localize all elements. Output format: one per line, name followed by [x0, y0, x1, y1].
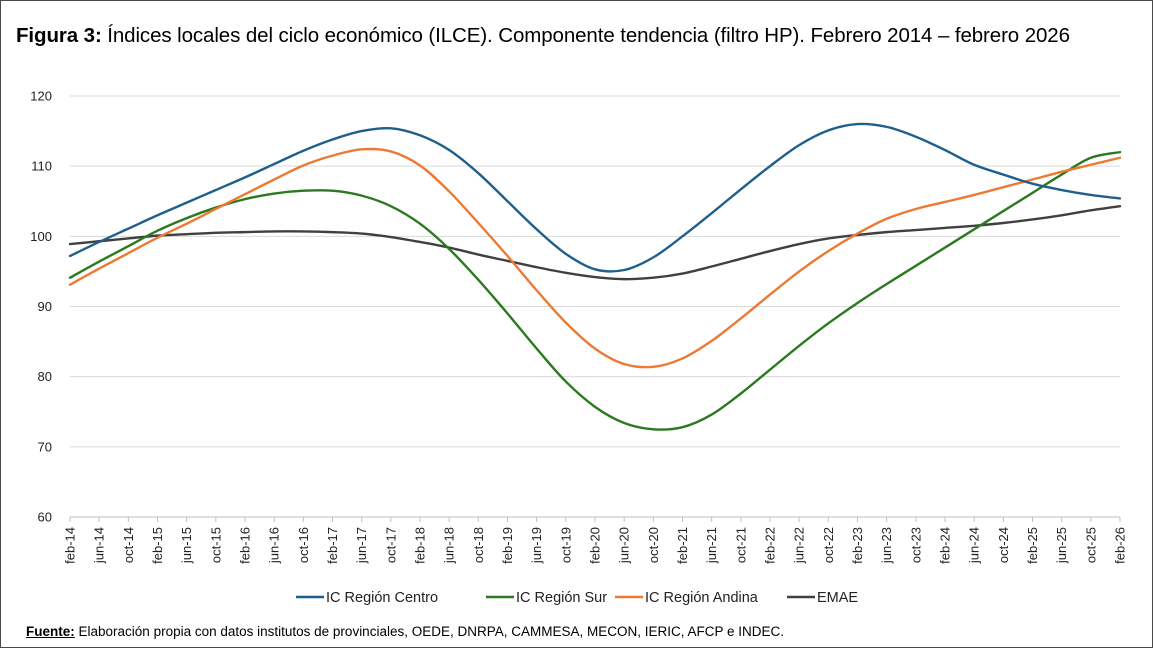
x-tick-label: jun-24	[967, 527, 982, 564]
figure-title-label: Figura 3:	[16, 24, 102, 47]
legend-label: EMAE	[817, 590, 858, 606]
x-tick-label: jun-25	[1054, 527, 1069, 564]
legend-label: IC Región Centro	[326, 590, 438, 606]
y-tick-label: 60	[38, 510, 52, 525]
x-tick-label: jun-22	[792, 527, 807, 564]
x-tick-label: jun-14	[92, 527, 107, 564]
x-tick-label: jun-18	[442, 527, 457, 564]
y-axis: 60 70 80 90 100 110 120	[30, 89, 52, 525]
x-tick-label: jun-15	[179, 527, 194, 564]
x-tick-label: feb-19	[500, 527, 515, 564]
x-tick-label: oct-23	[908, 527, 923, 563]
x-tick-label: oct-19	[558, 527, 573, 563]
y-tick-label: 70	[38, 439, 52, 454]
x-tick-label: jun-19	[529, 527, 544, 564]
x-tick-label: jun-21	[704, 527, 719, 564]
y-tick-label: 110	[31, 159, 52, 174]
x-axis: feb-14 jun-14 oct-14 feb-15 jun-15 oct-15 feb-…	[63, 517, 1128, 564]
x-tick-label: feb-24	[938, 527, 953, 564]
figure-title: Figura 3: Índices locales del ciclo econ…	[16, 24, 1070, 48]
source-label: Fuente:	[26, 624, 75, 639]
legend: IC Región Centro IC Región Sur IC Región A…	[296, 590, 858, 606]
x-tick-label: oct-24	[996, 527, 1011, 563]
series-line-ic-regi-n-sur	[68, 150, 1122, 431]
x-tick-label: oct-16	[296, 527, 311, 563]
y-tick-label: 100	[30, 229, 52, 244]
x-tick-label: jun-20	[617, 527, 632, 564]
x-tick-label: feb-20	[588, 527, 603, 564]
legend-label: IC Región Sur	[516, 590, 607, 606]
legend-label: IC Región Andina	[645, 590, 759, 606]
x-tick-label: oct-18	[471, 527, 486, 563]
series-line-ic-regi-n-andina	[68, 147, 1122, 369]
x-tick-label: jun-16	[267, 527, 282, 564]
x-tick-label: oct-14	[121, 527, 136, 563]
x-tick-label: feb-17	[325, 527, 340, 564]
series-line-emae	[68, 204, 1122, 281]
y-tick-label: 80	[38, 369, 52, 384]
x-tick-label: jun-23	[879, 527, 894, 564]
x-tick-label: jun-17	[354, 527, 369, 564]
x-tick-label: feb-22	[763, 527, 778, 564]
x-tick-label: feb-26	[1113, 527, 1128, 564]
series-line-ic-regi-n-centro	[68, 122, 1122, 273]
x-tick-label: feb-21	[675, 527, 690, 564]
y-tick-label: 90	[38, 299, 52, 314]
x-tick-label: oct-17	[383, 527, 398, 563]
source-text: Elaboración propia con datos institutos …	[78, 624, 785, 639]
x-tick-label: oct-22	[821, 527, 836, 563]
x-tick-label: feb-16	[238, 527, 253, 564]
x-tick-label: oct-25	[1083, 527, 1098, 563]
x-tick-label: oct-15	[208, 527, 223, 563]
figure-title-text: Índices locales del ciclo económico (ILC…	[107, 24, 1070, 47]
y-tick-label: 120	[30, 89, 52, 104]
x-tick-label: feb-18	[413, 527, 428, 564]
series-lines	[68, 122, 1122, 431]
x-tick-label: feb-25	[1025, 527, 1040, 564]
x-tick-label: feb-15	[150, 527, 165, 564]
x-tick-label: feb-14	[63, 527, 78, 564]
source-note: Fuente: Elaboración propia con datos ins…	[26, 624, 784, 639]
x-tick-label: feb-23	[850, 527, 865, 564]
x-tick-label: oct-20	[646, 527, 661, 563]
x-tick-label: oct-21	[733, 527, 748, 563]
